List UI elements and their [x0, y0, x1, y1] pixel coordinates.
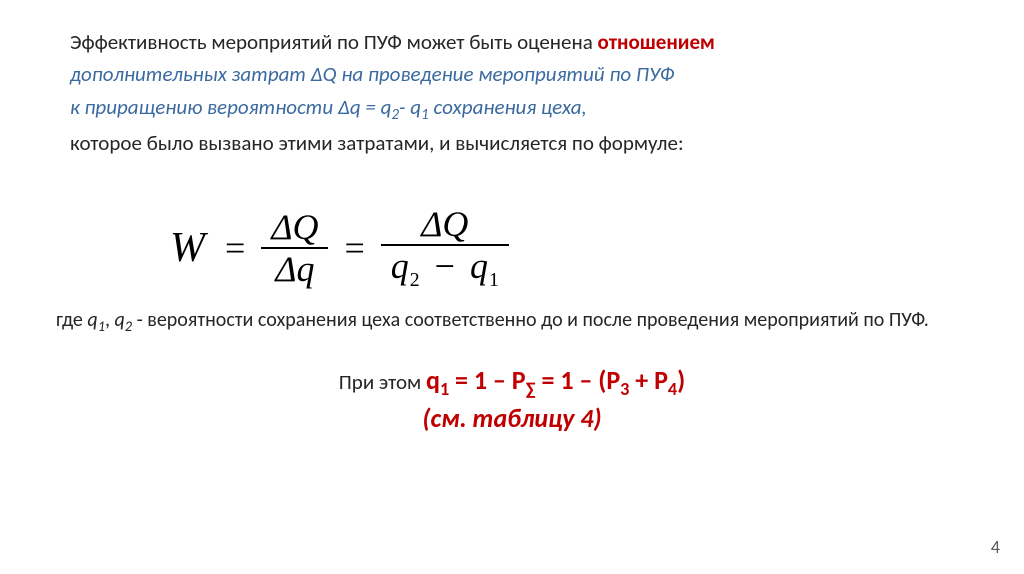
- slide: Эффективность мероприятий по ПУФ может б…: [0, 0, 1024, 574]
- where-pre: где: [56, 308, 87, 332]
- q1-math-b-sub: ∑: [526, 378, 536, 400]
- intro-line-4: которое было вызвано этими затратами, и …: [70, 129, 954, 157]
- frac1-num: ΔQ: [261, 207, 328, 247]
- where-q1-sub: 1: [98, 317, 105, 335]
- q1-math-c-sub: 3: [620, 378, 629, 400]
- formula-frac-2: ΔQ q2 − q1: [381, 204, 509, 293]
- where-post: - вероятности сохранения цеха соответств…: [132, 308, 929, 332]
- q1-math-c: = 1 – (Р: [536, 364, 621, 396]
- intro-line-3-mid: - q: [399, 94, 421, 120]
- q1-math-b: = 1 – Р: [449, 364, 525, 396]
- intro-line-2: дополнительных затрат ΔQ на проведение м…: [70, 60, 954, 88]
- page-number: 4: [991, 536, 1000, 558]
- frac2-den-b-sub: 1: [488, 269, 499, 291]
- q1-line: При этом q1 = 1 – Р∑ = 1 – (Р3 + Р4): [70, 364, 954, 400]
- intro-line-1-pre: Эффективность мероприятий по ПУФ может б…: [70, 29, 598, 55]
- formula-block: W = ΔQ Δq = ΔQ q2 − q1: [70, 204, 954, 293]
- intro-line-3-sub2: 2: [391, 106, 399, 124]
- q1-math-a-sub: 1: [440, 378, 449, 400]
- intro-line-1: Эффективность мероприятий по ПУФ может б…: [70, 28, 954, 56]
- frac2-den-op: −: [429, 246, 461, 286]
- frac2-den-b: q: [470, 246, 488, 286]
- formula: W = ΔQ Δq = ΔQ q2 − q1: [170, 204, 954, 293]
- intro-line-3-pre: к приращению вероятности Δq = q: [70, 94, 391, 120]
- frac1-den: Δq: [265, 249, 324, 289]
- q1-pre: При этом: [339, 369, 426, 395]
- where-line: где q1, q2 - вероятности сохранения цеха…: [22, 307, 954, 336]
- q1-block: При этом q1 = 1 – Р∑ = 1 – (Р3 + Р4) (см…: [70, 364, 954, 434]
- frac2-den-a-sub: 2: [409, 269, 420, 291]
- formula-frac-1: ΔQ Δq: [261, 207, 328, 289]
- see-table-line: (см. таблицу 4): [70, 402, 954, 434]
- intro-line-3: к приращению вероятности Δq = q2- q1 сох…: [70, 93, 954, 126]
- q1-math-a: q: [426, 364, 440, 396]
- q1-math: q1 = 1 – Р∑ = 1 – (Р3 + Р4): [426, 364, 685, 396]
- frac2-den: q2 − q1: [381, 246, 509, 293]
- intro-line-3-post: сохранения цеха,: [429, 94, 587, 120]
- frac2-den-a: q: [391, 246, 409, 286]
- formula-eq-2: =: [344, 227, 364, 269]
- formula-eq-1: =: [225, 227, 245, 269]
- frac2-num: ΔQ: [411, 204, 478, 244]
- intro-line-1-red: отношением: [598, 29, 715, 55]
- intro-line-3-sub1: 1: [421, 106, 429, 124]
- q1-math-d: + Р: [629, 364, 668, 396]
- where-q2: q: [115, 308, 125, 332]
- where-comma: ,: [105, 308, 115, 332]
- q1-math-d-sub: 4: [668, 378, 677, 400]
- where-q2-sub: 2: [125, 317, 132, 335]
- formula-lhs: W: [170, 224, 205, 272]
- q1-math-e: ): [677, 364, 685, 396]
- where-q1: q: [87, 308, 97, 332]
